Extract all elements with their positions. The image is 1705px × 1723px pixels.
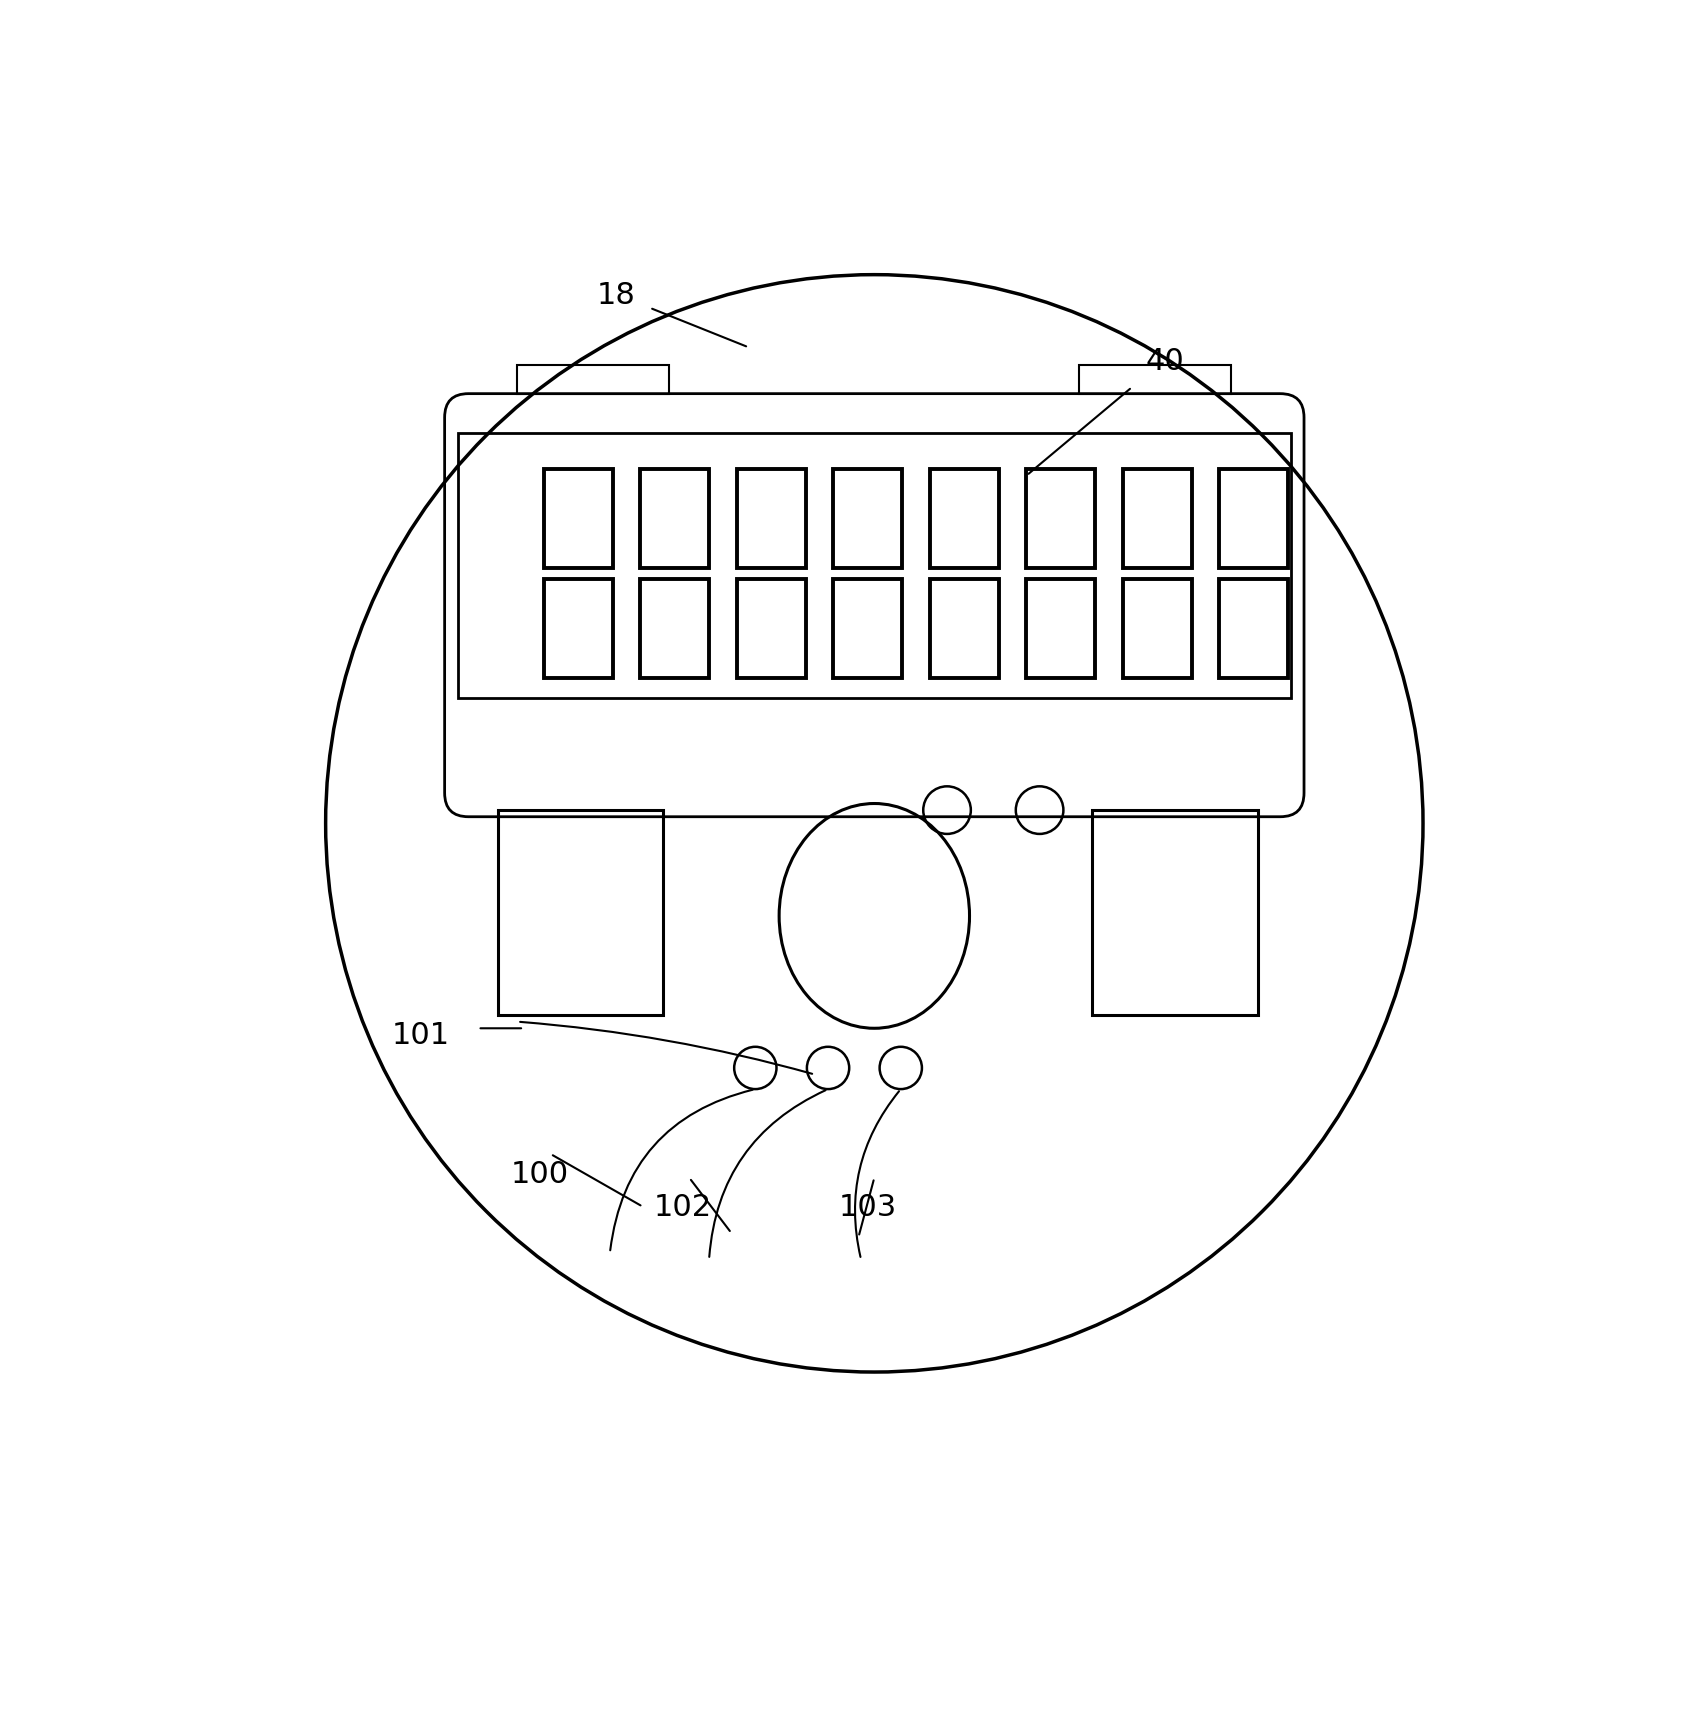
Bar — [1026, 579, 1095, 679]
Bar — [832, 579, 902, 679]
Bar — [737, 470, 805, 569]
Bar — [544, 579, 612, 679]
Bar — [929, 579, 997, 679]
Bar — [737, 579, 805, 679]
Text: 100: 100 — [510, 1160, 568, 1189]
Text: 103: 103 — [839, 1192, 897, 1222]
Bar — [639, 579, 709, 679]
Bar — [832, 470, 902, 569]
Bar — [1219, 470, 1287, 569]
Text: 101: 101 — [392, 1020, 450, 1049]
Bar — [929, 470, 997, 569]
Bar — [517, 365, 668, 395]
Text: 102: 102 — [653, 1192, 711, 1222]
Bar — [1079, 365, 1231, 395]
Bar — [1026, 470, 1095, 569]
Bar — [544, 470, 612, 569]
Bar — [639, 470, 709, 569]
Bar — [1219, 579, 1287, 679]
Bar — [1122, 470, 1190, 569]
Bar — [498, 810, 662, 1015]
Bar — [1122, 579, 1190, 679]
Bar — [457, 434, 1291, 698]
Text: 18: 18 — [597, 281, 636, 310]
Bar — [1091, 810, 1257, 1015]
Text: 40: 40 — [1146, 346, 1183, 376]
